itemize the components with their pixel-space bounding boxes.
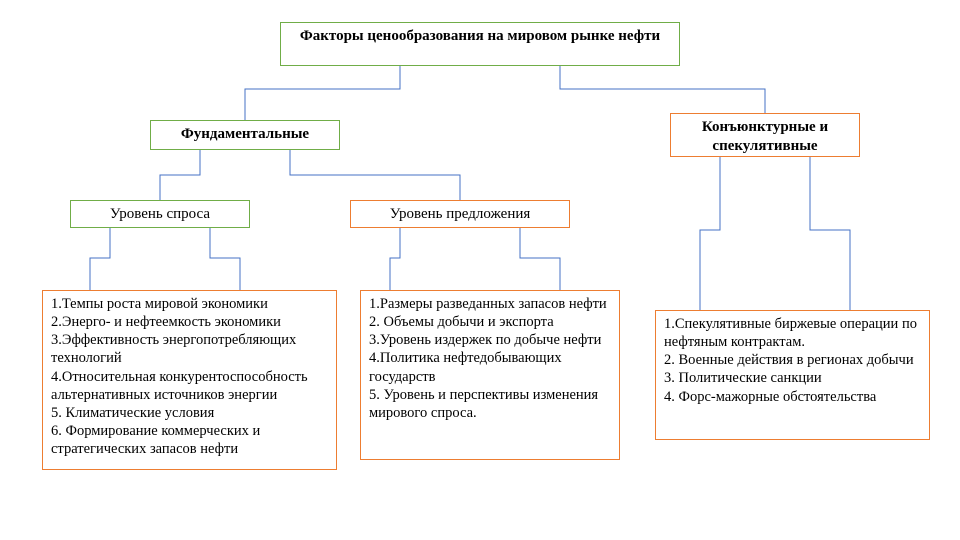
root-node-title: Факторы ценообразования на мировом рынке… (280, 22, 680, 66)
node-conjunctural: Конъюнктурные и спекулятивные (670, 113, 860, 157)
node-demand-level: Уровень спроса (70, 200, 250, 228)
node-fundamental: Фундаментальные (150, 120, 340, 150)
node-demand-details: 1.Темпы роста мировой экономики2.Энерго-… (42, 290, 337, 470)
node-supply-level: Уровень предложения (350, 200, 570, 228)
node-supply-details: 1.Размеры разведанных запасов нефти2. Об… (360, 290, 620, 460)
node-conjunctural-details: 1.Спекулятивные биржевые операции по неф… (655, 310, 930, 440)
